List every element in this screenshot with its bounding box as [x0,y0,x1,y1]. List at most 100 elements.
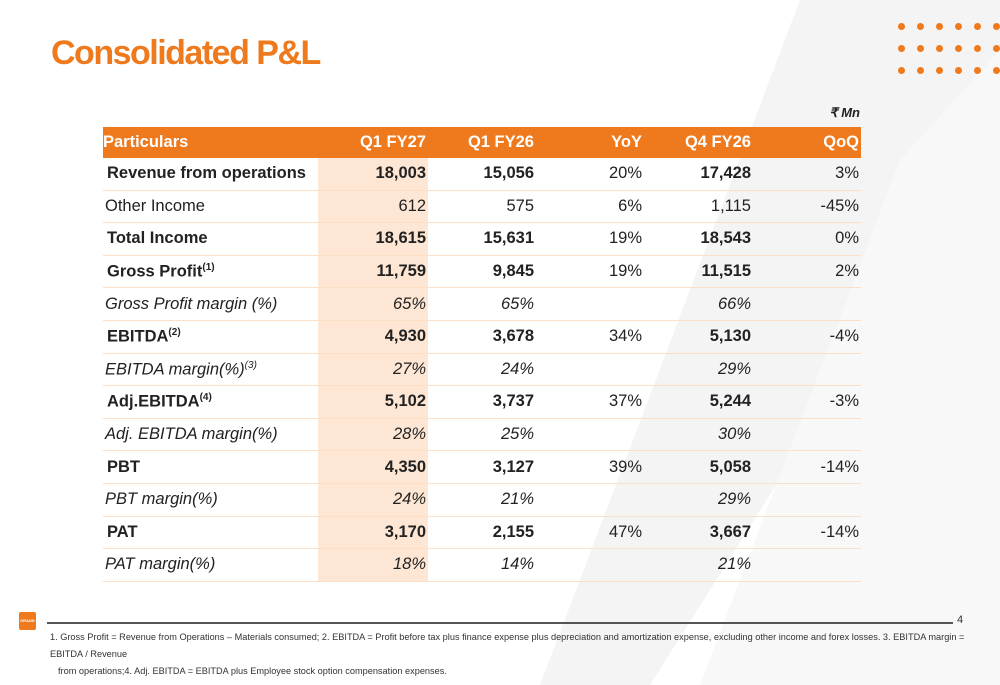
page-number: 4 [957,614,964,626]
value-q4fy26: 66% [644,287,753,321]
value-yoy [536,353,644,387]
logo-text: GRAND [20,618,35,623]
row-label: Adj. EBITDA margin(%) [103,418,318,452]
value-yoy [536,418,644,452]
decorative-dot [993,23,1000,30]
value-q4fy26: 5,130 [644,320,753,354]
page-title: Consolidated P&L [51,34,321,72]
value-q4fy26: 21% [644,548,753,582]
value-q1fy27: 612 [318,190,428,224]
value-yoy: 19% [536,222,644,256]
row-label-text: Gross Profit margin (%) [105,294,278,313]
decorative-dots [898,23,1000,83]
decorative-dot [993,45,1000,52]
value-yoy: 37% [536,385,644,419]
decorative-dot [898,45,905,52]
value-q4fy26: 18,543 [644,222,753,256]
footer-divider [47,622,953,624]
value-q1fy26: 21% [428,483,536,517]
value-qoq: -14% [753,516,861,550]
value-yoy: 19% [536,255,644,289]
row-label: PAT [103,516,318,550]
row-label-text: PAT margin(%) [105,555,216,574]
value-q1fy26: 3,737 [428,385,536,419]
table-row: PAT 3,170 2,155 47% 3,667 -14% [103,516,861,550]
value-q4fy26: 11,515 [644,255,753,289]
value-q4fy26: 5,058 [644,450,753,484]
footnote-ref: (2) [168,327,181,339]
decorative-dot [898,23,905,30]
table-header-row: Particulars Q1 FY27 Q1 FY26 YoY Q4 FY26 … [103,127,861,158]
decorative-dot [974,67,981,74]
row-label: Gross Profit margin (%) [103,287,318,321]
header-q1fy26: Q1 FY26 [428,127,536,158]
decorative-dot [955,45,962,52]
table-row: Total Income 18,615 15,631 19% 18,543 0% [103,222,861,256]
value-qoq [753,548,861,582]
decorative-dot [974,23,981,30]
value-qoq: 2% [753,255,861,289]
value-yoy [536,483,644,517]
value-q4fy26: 29% [644,353,753,387]
row-label-text: EBITDA [107,327,169,346]
value-q1fy26: 24% [428,353,536,387]
value-qoq: -3% [753,385,861,419]
value-q1fy26: 15,631 [428,222,536,256]
value-q1fy27: 18% [318,548,428,582]
row-label-text: Adj. EBITDA margin(%) [105,425,278,444]
row-label: PAT margin(%) [103,548,318,582]
value-yoy: 20% [536,158,644,191]
footnote-ref: (3) [244,359,257,371]
decorative-dot [917,45,924,52]
row-label: EBITDA margin(%)(3) [103,353,318,387]
decorative-dot [936,23,943,30]
footnote: 1. Gross Profit = Revenue from Operation… [50,629,975,680]
value-qoq: 3% [753,158,861,191]
table-row: Revenue from operations 18,003 15,056 20% 17… [103,158,861,191]
value-yoy [536,287,644,321]
value-qoq: 0% [753,222,861,256]
decorative-dot [993,67,1000,74]
value-q1fy27: 11,759 [318,255,428,289]
header-yoy: YoY [536,127,644,158]
company-logo [19,612,36,630]
decorative-dot [936,67,943,74]
row-label-text: Adj.EBITDA [107,392,200,411]
table-row: PAT margin(%) 18% 14% 21% [103,548,861,582]
table-row: Gross Profit(1) 11,759 9,845 19% 11,515 2% [103,255,861,289]
table-row: Adj. EBITDA margin(%) 28% 25% 30% [103,418,861,452]
value-qoq [753,287,861,321]
value-q1fy26: 3,678 [428,320,536,354]
value-qoq [753,353,861,387]
value-yoy: 34% [536,320,644,354]
table-row: EBITDA margin(%)(3) 27% 24% 29% [103,353,861,387]
value-q1fy26: 3,127 [428,450,536,484]
decorative-dot [974,45,981,52]
header-q1fy27: Q1 FY27 [318,127,428,158]
value-qoq [753,418,861,452]
row-label-text: Gross Profit [107,262,203,281]
value-q4fy26: 5,244 [644,385,753,419]
currency-unit-label: ₹ Mn [829,105,860,120]
row-label: Revenue from operations [103,158,318,191]
value-q1fy27: 24% [318,483,428,517]
value-q1fy26: 15,056 [428,158,536,191]
header-qoq: QoQ [753,127,861,158]
value-q1fy26: 14% [428,548,536,582]
value-q1fy27: 4,350 [318,450,428,484]
decorative-dot [898,67,905,74]
value-yoy: 6% [536,190,644,224]
value-q4fy26: 29% [644,483,753,517]
value-q1fy27: 5,102 [318,385,428,419]
row-label: PBT [103,450,318,484]
value-q1fy27: 4,930 [318,320,428,354]
value-yoy [536,548,644,582]
decorative-dot [917,67,924,74]
footnote-line-2: from operations;4. Adj. EBITDA = EBITDA … [58,666,447,676]
value-q1fy26: 575 [428,190,536,224]
decorative-dot [955,67,962,74]
value-q4fy26: 1,115 [644,190,753,224]
value-yoy: 39% [536,450,644,484]
value-q1fy26: 25% [428,418,536,452]
header-q4fy26: Q4 FY26 [644,127,753,158]
